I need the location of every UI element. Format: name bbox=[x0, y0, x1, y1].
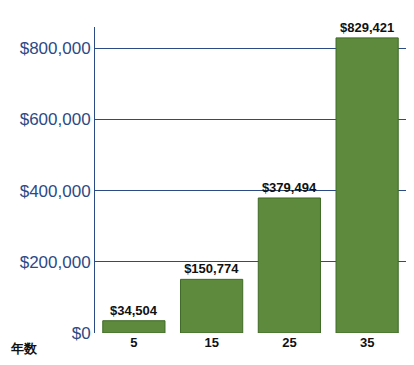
svg-text:5: 5 bbox=[130, 335, 137, 350]
svg-text:$0: $0 bbox=[72, 324, 91, 343]
svg-text:$200,000: $200,000 bbox=[20, 253, 91, 272]
svg-text:$34,504: $34,504 bbox=[110, 303, 158, 318]
svg-text:年数: 年数 bbox=[10, 341, 38, 356]
svg-text:$400,000: $400,000 bbox=[20, 182, 91, 201]
svg-text:25: 25 bbox=[282, 335, 296, 350]
svg-text:$600,000: $600,000 bbox=[20, 110, 91, 129]
svg-text:$150,774: $150,774 bbox=[184, 261, 239, 276]
svg-text:$379,494: $379,494 bbox=[262, 180, 317, 195]
svg-text:$800,000: $800,000 bbox=[20, 39, 91, 58]
svg-text:35: 35 bbox=[360, 335, 374, 350]
svg-text:15: 15 bbox=[204, 335, 218, 350]
svg-text:$829,421: $829,421 bbox=[340, 20, 394, 35]
